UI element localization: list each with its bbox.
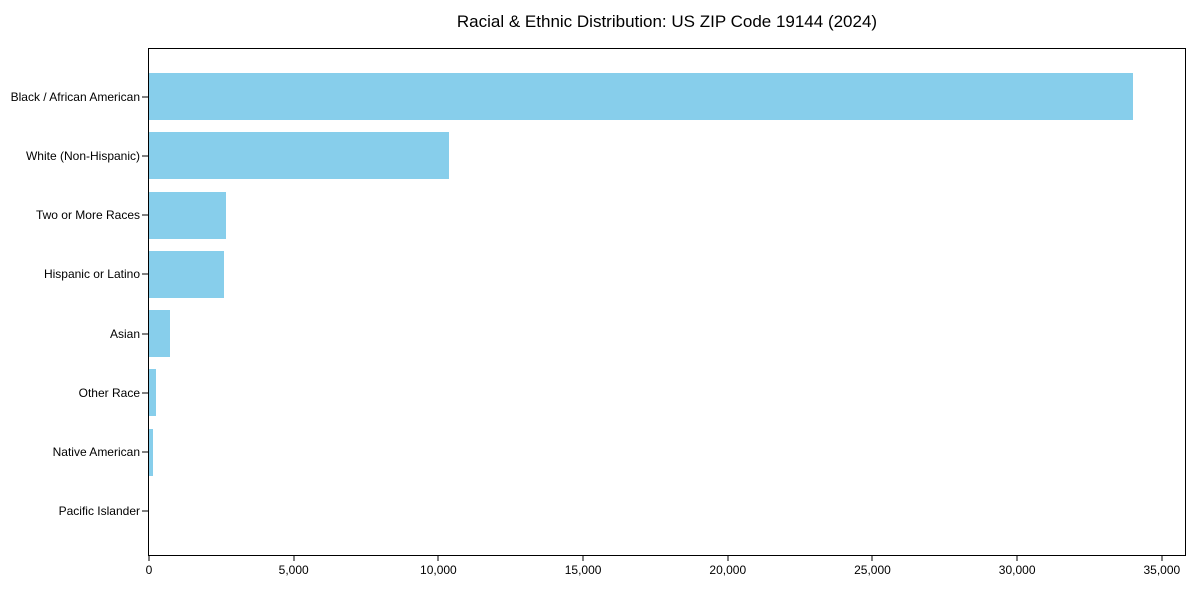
y-tick-mark — [142, 96, 148, 98]
category-label: Asian — [109, 326, 140, 341]
x-tick-mark — [293, 556, 295, 561]
chart-title: Racial & Ethnic Distribution: US ZIP Cod… — [456, 12, 878, 31]
bar-row: Black / African American — [11, 67, 1185, 126]
bar — [149, 250, 224, 298]
x-tick-mark — [437, 556, 439, 561]
plot-rows: Black / African American White (Non-Hispa… — [11, 49, 1185, 555]
category-label: Black / African American — [10, 89, 140, 104]
y-tick-mark — [142, 392, 148, 394]
bar-row: Pacific Islander — [59, 482, 1185, 541]
x-tick-mark — [1016, 556, 1018, 561]
x-tick-mark — [148, 556, 150, 561]
x-tick-mark — [871, 556, 873, 561]
y-tick-mark — [142, 451, 148, 453]
x-tick-label: 20,000 — [709, 563, 747, 577]
category-label: Other Race — [78, 385, 140, 400]
bar-row: Other Race — [79, 363, 1185, 422]
y-tick-mark — [142, 273, 148, 275]
bar — [149, 73, 1133, 121]
plot-area: Black / African American White (Non-Hispa… — [11, 48, 1186, 577]
x-tick-label: 30,000 — [998, 563, 1036, 577]
bar — [149, 310, 171, 358]
y-tick-mark — [142, 214, 148, 216]
bar-row: White (Non-Hispanic) — [26, 126, 1185, 185]
bar — [149, 191, 227, 239]
x-tick-label: 15,000 — [564, 563, 602, 577]
category-label: Native American — [52, 445, 140, 460]
bar-row: Hispanic or Latino — [44, 245, 1185, 304]
x-tick-mark — [727, 556, 729, 561]
x-tick-label: 35,000 — [1143, 563, 1181, 577]
x-tick-label: 0 — [145, 563, 153, 577]
x-tick-mark — [582, 556, 584, 561]
x-tick-label: 25,000 — [854, 563, 891, 577]
x-tick-mark — [1161, 556, 1163, 561]
bar — [149, 369, 156, 417]
bar-row: Two or More Races — [36, 186, 1185, 245]
category-label: White (Non-Hispanic) — [25, 148, 140, 163]
x-tick-label: 5,000 — [278, 563, 309, 577]
category-label: Two or More Races — [35, 208, 140, 223]
bar — [149, 132, 449, 180]
category-label: Pacific Islander — [58, 504, 140, 519]
y-tick-mark — [142, 155, 148, 157]
bar-row: Native American — [53, 423, 1185, 482]
x-tick-label: 10,000 — [420, 563, 457, 577]
bar — [149, 428, 154, 476]
category-label: Hispanic or Latino — [43, 267, 140, 282]
y-tick-mark — [142, 333, 148, 335]
y-tick-mark — [142, 510, 148, 512]
bar-row: Asian — [110, 304, 1185, 363]
